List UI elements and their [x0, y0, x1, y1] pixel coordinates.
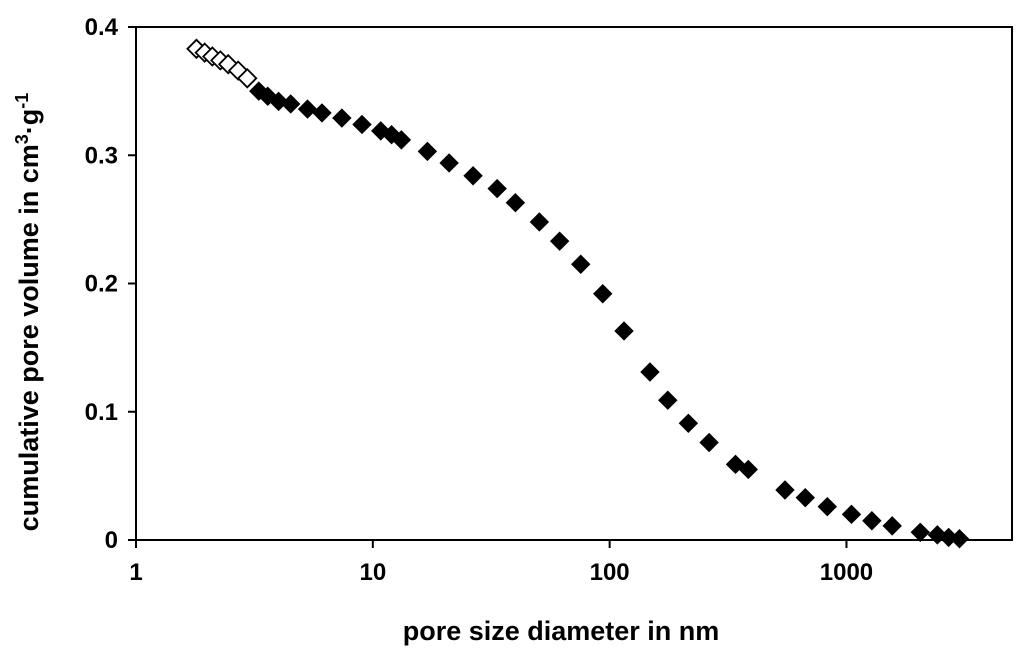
y-axis-title-sup2: -1 — [12, 93, 32, 109]
y-tick-label: 0.2 — [85, 271, 118, 298]
filled-diamond-point — [332, 108, 352, 128]
filled-diamond-point — [505, 192, 526, 213]
filled-diamond-point — [614, 321, 634, 341]
y-axis-title-mid: ·g — [14, 109, 44, 134]
x-axis-title: pore size diameter in nm — [403, 616, 720, 646]
filled-diamond-point — [841, 504, 862, 525]
filled-diamond-point — [391, 130, 412, 150]
filled-diamond-point — [280, 94, 301, 114]
y-axis-title: cumulative pore volume in cm3·g-1 — [12, 93, 44, 532]
y-tick-label: 0 — [105, 527, 118, 554]
filled-diamond-point — [862, 511, 882, 531]
filled-diamond-point — [882, 516, 902, 536]
filled-diamond-point — [487, 178, 507, 199]
filled-diamond-point — [571, 254, 591, 274]
filled-diamond-point — [463, 166, 483, 186]
x-tick-label: 10 — [359, 559, 386, 586]
open-diamond-point — [236, 68, 258, 89]
filled-diamond-point — [593, 284, 613, 304]
filled-diamond-point — [817, 496, 838, 517]
y-axis-title-main: cumulative pore volume in cm — [14, 144, 44, 531]
filled-diamond-point — [910, 522, 931, 543]
filled-diamond-point — [775, 480, 795, 500]
y-tick-label: 0.1 — [85, 399, 118, 426]
x-axis: 1 10 100 1000 — [129, 540, 873, 586]
x-tick-label: 1000 — [820, 559, 873, 586]
filled-diamond-point — [439, 153, 459, 173]
filled-diamond-point — [549, 231, 570, 251]
filled-diamond-point — [417, 141, 438, 162]
x-tick-label: 1 — [129, 559, 142, 586]
filled-diamond-point — [678, 413, 699, 433]
filled-diamond-point — [312, 103, 332, 123]
filled-diamond-point — [297, 99, 318, 119]
filled-diamond-point — [658, 390, 678, 410]
y-axis: 0 0.1 0.2 0.3 0.4 — [85, 14, 136, 554]
filled-diamond-point — [640, 362, 660, 382]
filled-diamond-point — [738, 459, 759, 480]
y-tick-label: 0.4 — [85, 14, 119, 41]
filled-diamond-point — [699, 432, 719, 453]
filled-diamond-point — [949, 529, 970, 549]
y-tick-label: 0.3 — [85, 142, 118, 169]
x-tick-label: 100 — [590, 559, 630, 586]
y-axis-title-sup1: 3 — [12, 134, 32, 144]
data-points — [186, 38, 970, 549]
filled-diamond-point — [795, 487, 815, 508]
filled-diamond-point — [352, 114, 372, 135]
filled-diamond-point — [529, 212, 550, 232]
